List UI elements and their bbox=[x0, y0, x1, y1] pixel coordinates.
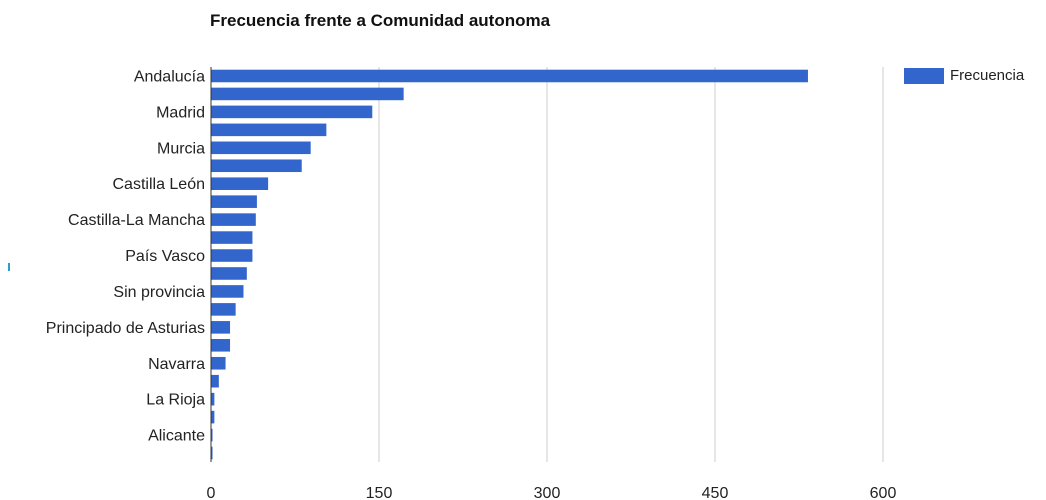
bar bbox=[211, 303, 236, 316]
x-tick-label: 450 bbox=[702, 485, 729, 500]
legend: Frecuencia bbox=[904, 67, 1024, 84]
bar bbox=[211, 356, 226, 370]
bar bbox=[211, 177, 269, 190]
bar bbox=[211, 321, 231, 334]
bar bbox=[211, 195, 257, 208]
legend-label: Frecuencia bbox=[950, 67, 1025, 84]
category-label: Castilla León bbox=[113, 176, 206, 193]
bar bbox=[211, 410, 215, 424]
bar bbox=[211, 87, 404, 101]
bar bbox=[211, 392, 215, 406]
bar bbox=[211, 285, 244, 298]
bar bbox=[211, 267, 247, 280]
bar bbox=[211, 69, 808, 83]
category-label: Madrid bbox=[156, 104, 205, 121]
category-label: Navarra bbox=[148, 356, 205, 373]
legend-swatch bbox=[904, 67, 944, 84]
bar bbox=[211, 428, 213, 442]
x-tick-label: 150 bbox=[366, 485, 393, 500]
category-label: País Vasco bbox=[125, 248, 205, 265]
bar bbox=[211, 213, 256, 226]
category-label: La Rioja bbox=[146, 392, 205, 409]
x-tick-label: 0 bbox=[207, 485, 216, 500]
bars bbox=[211, 69, 808, 460]
category-label: Principado de Asturias bbox=[46, 320, 205, 337]
x-tick-label: 600 bbox=[870, 485, 897, 500]
bar bbox=[211, 159, 302, 173]
x-tick-label: 300 bbox=[534, 485, 561, 500]
bar bbox=[211, 105, 373, 119]
edge-marker bbox=[8, 263, 10, 271]
bar bbox=[211, 141, 311, 155]
bar bbox=[211, 339, 231, 352]
category-label: Andalucía bbox=[134, 68, 205, 85]
gridlines bbox=[378, 67, 884, 462]
bar bbox=[211, 249, 253, 262]
bar bbox=[211, 123, 327, 137]
x-tick-labels: 0 150 300 450 600 bbox=[207, 485, 897, 500]
bar bbox=[211, 446, 213, 460]
category-label: Castilla-La Mancha bbox=[68, 212, 205, 229]
category-label: Sin provincia bbox=[113, 284, 205, 301]
category-labels: Andalucía Madrid Murcia Castilla León Castil… bbox=[46, 68, 205, 444]
bar bbox=[211, 374, 219, 388]
chart-title: Frecuencia frente a Comunidad autonoma bbox=[210, 11, 551, 30]
category-label: Alicante bbox=[148, 428, 205, 445]
category-label: Murcia bbox=[157, 140, 205, 157]
bar bbox=[211, 231, 253, 244]
